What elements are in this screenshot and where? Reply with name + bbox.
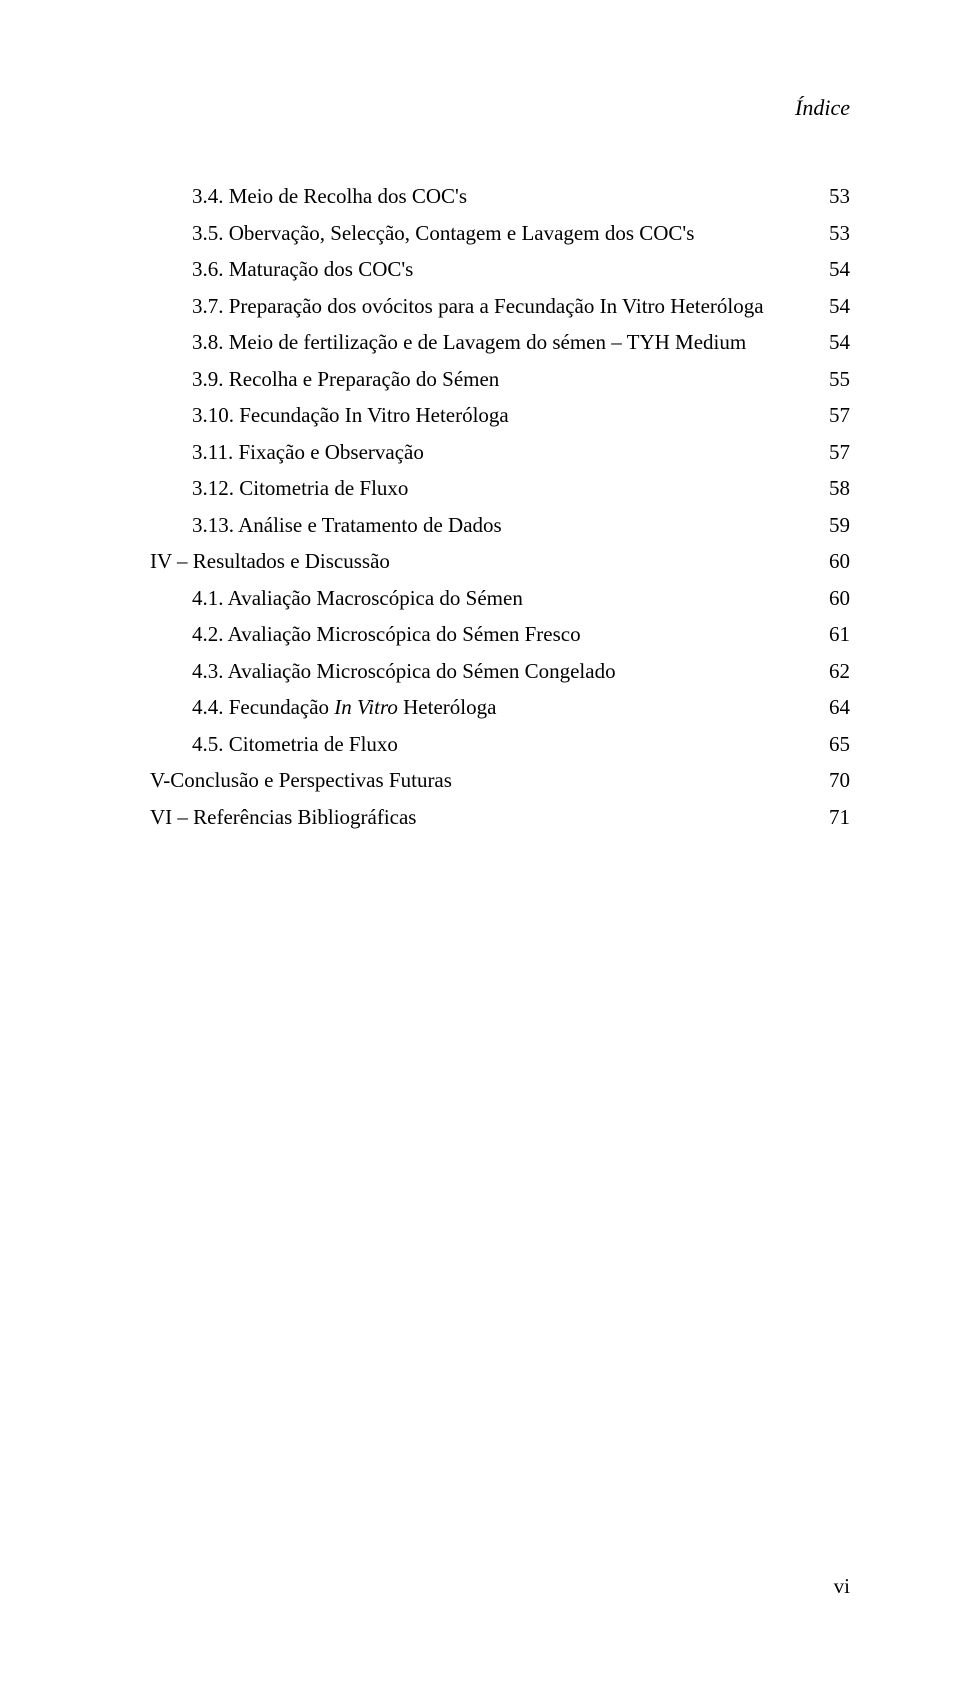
toc-page-number: 53 xyxy=(829,186,850,207)
toc-label: 3.5. Obervação, Selecção, Contagem e Lav… xyxy=(192,223,694,244)
toc-page-number: 54 xyxy=(829,332,850,353)
toc-entry: 3.9. Recolha e Preparação do Sémen 55 xyxy=(150,369,850,390)
toc-entry: 4.2. Avaliação Microscópica do Sémen Fre… xyxy=(150,624,850,645)
toc-entry: V-Conclusão e Perspectivas Futuras 70 xyxy=(150,770,850,791)
toc-entry: 3.10. Fecundação In Vitro Heteróloga 57 xyxy=(150,405,850,426)
toc-label: 3.8. Meio de fertilização e de Lavagem d… xyxy=(192,332,746,353)
toc-entry: 3.5. Obervação, Selecção, Contagem e Lav… xyxy=(150,223,850,244)
toc-label: 4.1. Avaliação Macroscópica do Sémen xyxy=(192,588,523,609)
toc-page-number: 54 xyxy=(829,259,850,280)
toc-label: 3.4. Meio de Recolha dos COC's xyxy=(192,186,467,207)
toc-page-number: 60 xyxy=(829,588,850,609)
page-footer: vi xyxy=(834,1574,850,1599)
toc-label: 4.4. Fecundação In Vitro Heteróloga xyxy=(192,697,496,718)
table-of-contents: 3.4. Meio de Recolha dos COC's 53 3.5. Ob… xyxy=(150,186,850,828)
toc-page-number: 70 xyxy=(829,770,850,791)
toc-label: 3.9. Recolha e Preparação do Sémen xyxy=(192,369,499,390)
toc-page-number: 54 xyxy=(829,296,850,317)
toc-label: 3.6. Maturação dos COC's xyxy=(192,259,413,280)
header-title: Índice xyxy=(795,95,850,120)
toc-entry: 3.4. Meio de Recolha dos COC's 53 xyxy=(150,186,850,207)
toc-entry: 4.4. Fecundação In Vitro Heteróloga 64 xyxy=(150,697,850,718)
toc-label: 3.7. Preparação dos ovócitos para a Fecu… xyxy=(192,296,764,317)
toc-label: IV – Resultados e Discussão xyxy=(150,551,390,572)
toc-label: 4.3. Avaliação Microscópica do Sémen Con… xyxy=(192,661,616,682)
page-number: vi xyxy=(834,1574,850,1598)
toc-entry: 3.6. Maturação dos COC's 54 xyxy=(150,259,850,280)
toc-label: 4.2. Avaliação Microscópica do Sémen Fre… xyxy=(192,624,581,645)
toc-entry: 3.13. Análise e Tratamento de Dados 59 xyxy=(150,515,850,536)
toc-page-number: 62 xyxy=(829,661,850,682)
toc-page-number: 55 xyxy=(829,369,850,390)
toc-page-number: 61 xyxy=(829,624,850,645)
toc-entry: IV – Resultados e Discussão 60 xyxy=(150,551,850,572)
toc-entry: 4.1. Avaliação Macroscópica do Sémen 60 xyxy=(150,588,850,609)
toc-label: 3.11. Fixação e Observação xyxy=(192,442,424,463)
toc-entry: 3.11. Fixação e Observação 57 xyxy=(150,442,850,463)
toc-entry: 4.5. Citometria de Fluxo 65 xyxy=(150,734,850,755)
toc-page-number: 64 xyxy=(829,697,850,718)
toc-page-number: 71 xyxy=(829,807,850,828)
toc-entry: 3.8. Meio de fertilização e de Lavagem d… xyxy=(150,332,850,353)
toc-label: 3.13. Análise e Tratamento de Dados xyxy=(192,515,502,536)
toc-label: V-Conclusão e Perspectivas Futuras xyxy=(150,770,452,791)
toc-label: 3.10. Fecundação In Vitro Heteróloga xyxy=(192,405,509,426)
toc-page-number: 60 xyxy=(829,551,850,572)
toc-label: 4.5. Citometria de Fluxo xyxy=(192,734,398,755)
toc-entry: 4.3. Avaliação Microscópica do Sémen Con… xyxy=(150,661,850,682)
toc-page-number: 53 xyxy=(829,223,850,244)
toc-page-number: 58 xyxy=(829,478,850,499)
toc-page-number: 65 xyxy=(829,734,850,755)
toc-page-number: 57 xyxy=(829,442,850,463)
toc-entry: 3.7. Preparação dos ovócitos para a Fecu… xyxy=(150,296,850,317)
toc-entry: VI – Referências Bibliográficas 71 xyxy=(150,807,850,828)
toc-page-number: 59 xyxy=(829,515,850,536)
toc-page-number: 57 xyxy=(829,405,850,426)
toc-label: 3.12. Citometria de Fluxo xyxy=(192,478,408,499)
page-header: Índice xyxy=(150,95,850,121)
toc-label: VI – Referências Bibliográficas xyxy=(150,807,416,828)
toc-entry: 3.12. Citometria de Fluxo 58 xyxy=(150,478,850,499)
